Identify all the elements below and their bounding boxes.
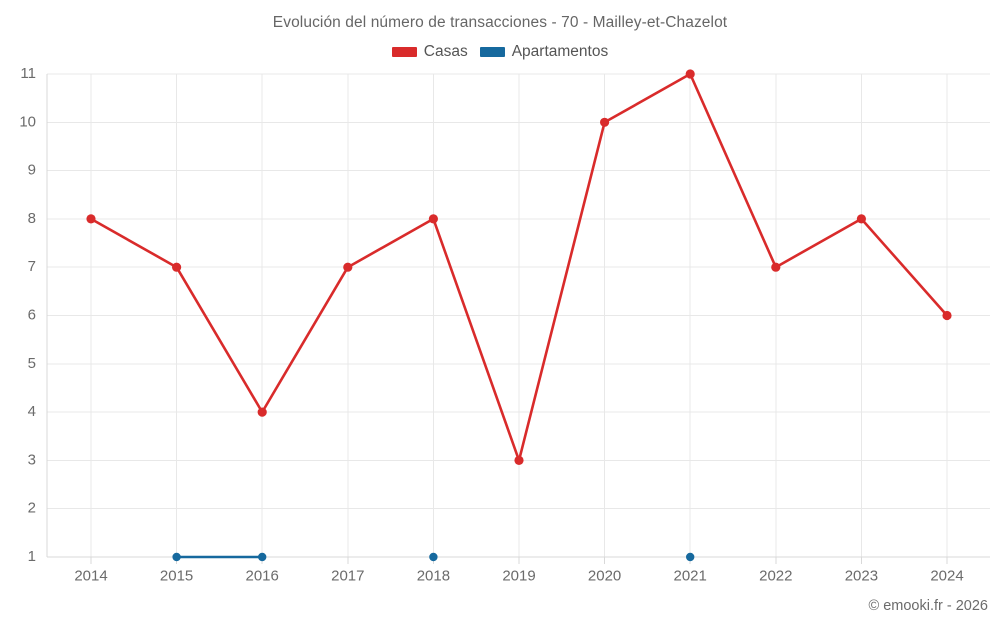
data-point[interactable] xyxy=(600,117,610,127)
legend-swatch-casas xyxy=(391,47,417,57)
data-point[interactable] xyxy=(258,552,267,562)
y-tick-label: 4 xyxy=(28,403,36,420)
data-point[interactable] xyxy=(429,552,438,562)
y-tick-label: 3 xyxy=(28,451,36,468)
x-tick-label: 2023 xyxy=(845,567,878,584)
data-point[interactable] xyxy=(942,310,952,321)
data-point[interactable] xyxy=(343,262,353,272)
data-point[interactable] xyxy=(514,455,524,465)
data-point[interactable] xyxy=(172,262,182,272)
x-tick-label: 2020 xyxy=(588,567,621,584)
legend-swatch-apartamentos xyxy=(479,47,505,57)
y-tick-label: 7 xyxy=(28,258,36,275)
chart-title: Evolución del número de transacciones - … xyxy=(272,14,728,31)
x-tick-label: 2021 xyxy=(674,567,707,584)
y-tick-label: 5 xyxy=(28,355,36,372)
legend-item-apartamentos[interactable]: Apartamentos xyxy=(479,43,609,61)
data-point[interactable] xyxy=(771,262,781,272)
legend-label-casas: Casas xyxy=(423,43,468,60)
data-point[interactable] xyxy=(686,552,695,562)
data-point[interactable] xyxy=(685,69,695,79)
x-tick-label: 2024 xyxy=(930,567,963,584)
legend-item-casas[interactable]: Casas xyxy=(391,43,468,61)
data-point[interactable] xyxy=(856,214,867,224)
x-tick-label: 2016 xyxy=(246,567,279,584)
data-point[interactable] xyxy=(428,214,438,224)
x-tick-label: 2014 xyxy=(74,567,107,584)
chart-legend: Casas Apartamentos xyxy=(0,43,1000,61)
data-point[interactable] xyxy=(172,552,181,562)
legend-label-apartamentos: Apartamentos xyxy=(511,43,609,60)
x-tick-label: 2017 xyxy=(331,567,364,584)
y-tick-label: 10 xyxy=(19,113,36,130)
x-tick-label: 2018 xyxy=(417,567,450,584)
y-tick-label: 1 xyxy=(28,548,36,565)
y-tick-label: 9 xyxy=(28,162,36,179)
y-tick-label: 11 xyxy=(20,65,36,82)
x-tick-label: 2019 xyxy=(502,567,535,584)
y-tick-label: 2 xyxy=(28,500,36,517)
data-point[interactable] xyxy=(257,407,267,417)
x-tick-label: 2022 xyxy=(759,567,792,584)
y-tick-label: 8 xyxy=(28,210,36,227)
copyright-footer: © emooki.fr - 2026 xyxy=(868,598,988,614)
x-tick-label: 2015 xyxy=(160,567,193,584)
data-point[interactable] xyxy=(86,214,96,224)
y-tick-label: 6 xyxy=(28,306,36,323)
